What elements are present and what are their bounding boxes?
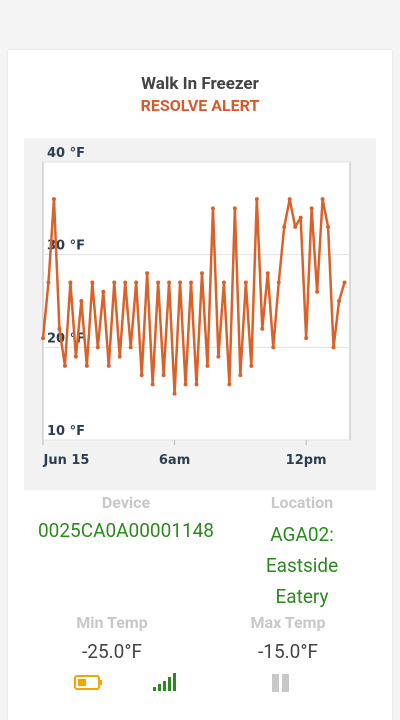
data-point	[41, 336, 45, 341]
data-point	[150, 382, 155, 387]
data-point	[178, 280, 183, 285]
title: Walk In Freezer	[141, 74, 259, 94]
min-temp-label: Min Temp	[76, 613, 148, 632]
data-point	[304, 336, 309, 341]
data-point	[320, 197, 325, 202]
data-point	[342, 280, 347, 285]
y-tick-label: 10 °F	[47, 424, 85, 439]
data-point	[282, 224, 287, 229]
data-point	[68, 280, 73, 285]
data-point	[271, 345, 276, 350]
y-tick-label: 40 °F	[47, 146, 85, 161]
data-point	[309, 206, 314, 211]
data-point	[73, 354, 78, 359]
data-point	[254, 197, 259, 202]
data-point	[194, 382, 199, 387]
resolve-alert[interactable]: RESOLVE ALERT	[140, 96, 260, 115]
device-value: 0025CA0A00001148	[38, 519, 214, 542]
data-point	[90, 280, 95, 285]
data-point	[134, 280, 139, 285]
data-point	[112, 280, 117, 285]
data-point	[101, 289, 106, 294]
y-tick-label: 30 °F	[47, 239, 85, 254]
data-point	[249, 363, 254, 368]
data-point	[298, 215, 303, 220]
data-point	[205, 363, 210, 368]
data-point	[123, 280, 128, 285]
temperature-line	[41, 197, 346, 395]
data-point	[265, 271, 270, 276]
data-point	[287, 197, 292, 202]
data-point	[337, 299, 342, 303]
data-point	[167, 280, 172, 285]
data-point	[227, 382, 232, 387]
pause-icon[interactable]	[272, 674, 289, 692]
min-temp-value: -25.0°F	[82, 640, 142, 663]
data-point	[46, 280, 51, 285]
max-temp-value: -15.0°F	[258, 640, 318, 663]
device-label: Device	[101, 493, 151, 512]
data-point	[221, 280, 226, 285]
data-point	[260, 326, 265, 331]
data-point	[326, 224, 331, 229]
data-point	[117, 354, 122, 359]
data-point	[128, 345, 133, 350]
data-point	[95, 345, 100, 350]
data-point	[172, 391, 177, 396]
data-point	[331, 345, 336, 350]
data-point	[145, 271, 150, 276]
data-point	[315, 289, 320, 294]
data-point	[293, 224, 298, 229]
data-point	[238, 373, 243, 378]
x-tick-label: 12pm	[286, 453, 327, 468]
data-point	[210, 206, 215, 211]
location-label: Location	[270, 493, 334, 512]
data-point	[189, 280, 194, 285]
data-point	[276, 280, 281, 285]
signal-icon	[153, 673, 176, 691]
data-point	[51, 197, 56, 202]
data-point	[216, 354, 221, 359]
battery-icon	[74, 675, 102, 690]
data-point	[139, 373, 144, 378]
data-point	[106, 363, 111, 368]
data-point	[62, 363, 67, 368]
data-point	[79, 299, 84, 303]
data-point	[199, 271, 204, 276]
data-point	[57, 326, 62, 331]
data-point	[161, 373, 166, 378]
data-point	[183, 382, 188, 387]
x-tick-label: 6am	[159, 453, 190, 468]
data-point	[156, 280, 161, 285]
status-icons	[74, 673, 289, 692]
location-value: AGA02: Eastside Eatery	[265, 523, 339, 608]
x-tick-label: Jun 15	[43, 453, 90, 468]
data-point	[84, 363, 89, 368]
data-point	[232, 206, 237, 211]
data-point	[243, 280, 248, 285]
max-temp-label: Max Temp	[250, 613, 326, 632]
